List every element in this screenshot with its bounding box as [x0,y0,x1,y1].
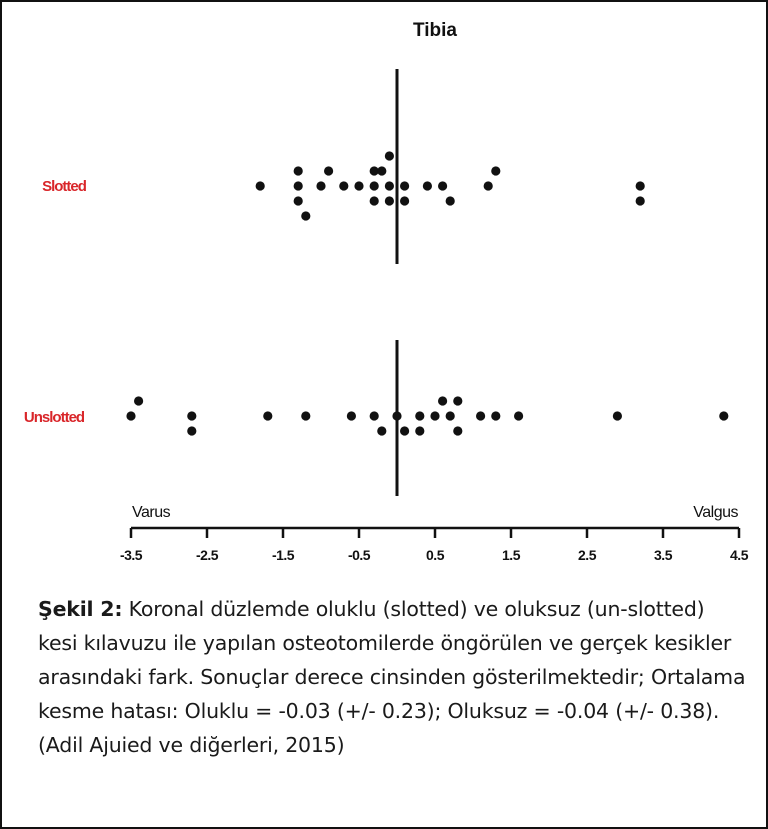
data-point-slotted [316,181,326,191]
caption-lead: Şekil 2: [38,597,123,621]
data-point-slotted [339,181,349,191]
data-point-slotted [293,166,303,176]
caption-text: Koronal düzlemde oluklu (slotted) ve olu… [38,597,746,757]
data-point-slotted [377,166,387,176]
data-point-slotted [384,181,394,191]
data-point-unslotted [491,411,501,421]
varus-label: Varus [132,504,171,521]
data-point-slotted [491,166,501,176]
data-point-unslotted [126,411,136,421]
data-point-unslotted [187,411,197,421]
data-point-slotted [324,166,334,176]
data-point-unslotted [453,396,463,406]
scatter-chart: Tibia Slotted Unslotted -3.5 -2.5 -1.5 -0.5… [24,20,749,563]
points-layer [126,151,729,436]
data-point-unslotted [346,411,356,421]
chart-title: Tibia [413,20,457,41]
x-tick-label: 4.5 [730,547,749,563]
x-axis-ticks: -3.5 -2.5 -1.5 -0.5 0.5 1.5 2.5 3.5 4.5 [120,528,749,563]
x-tick-label: -1.5 [272,547,295,563]
data-point-slotted [445,196,455,206]
data-point-slotted [255,181,265,191]
x-tick-label: -2.5 [196,547,219,563]
data-point-unslotted [430,411,440,421]
data-point-slotted [354,181,364,191]
data-point-unslotted [612,411,623,421]
valgus-label: Valgus [693,504,738,521]
data-point-slotted [384,151,394,161]
data-point-unslotted [187,426,197,436]
data-point-slotted [635,181,645,191]
x-tick-label: 0.5 [426,547,445,563]
data-point-unslotted [415,411,425,421]
data-point-unslotted [719,411,729,421]
data-point-unslotted [369,411,379,421]
data-point-slotted [483,181,493,191]
data-point-slotted [422,181,432,191]
data-point-unslotted [263,411,273,421]
data-point-slotted [369,181,379,191]
data-point-slotted [369,166,379,176]
x-tick-label: 2.5 [578,547,597,563]
data-point-slotted [400,196,410,206]
data-point-unslotted [301,411,311,421]
data-point-slotted [438,181,448,191]
data-point-unslotted [415,426,425,436]
data-point-slotted [293,196,303,206]
x-tick-label: 3.5 [654,547,673,563]
data-point-slotted [369,196,379,206]
category-label-slotted: Slotted [42,178,87,195]
data-point-slotted [384,196,394,206]
data-point-unslotted [438,396,448,406]
data-point-unslotted [134,396,144,406]
data-point-slotted [293,181,303,191]
data-point-slotted [635,196,645,206]
figure-caption: Şekil 2: Koronal düzlemde oluklu (slotte… [38,592,750,762]
x-tick-label: -0.5 [348,547,371,563]
data-point-slotted [400,181,410,191]
category-label-unslotted: Unslotted [24,409,85,426]
x-tick-label: 1.5 [502,547,521,563]
data-point-unslotted [514,411,524,421]
data-point-unslotted [377,426,387,436]
data-point-unslotted [445,411,455,421]
x-tick-label: -3.5 [120,547,143,563]
data-point-slotted [301,211,311,221]
data-point-unslotted [392,411,402,421]
data-point-unslotted [476,411,486,421]
data-point-unslotted [453,426,463,436]
data-point-unslotted [400,426,410,436]
